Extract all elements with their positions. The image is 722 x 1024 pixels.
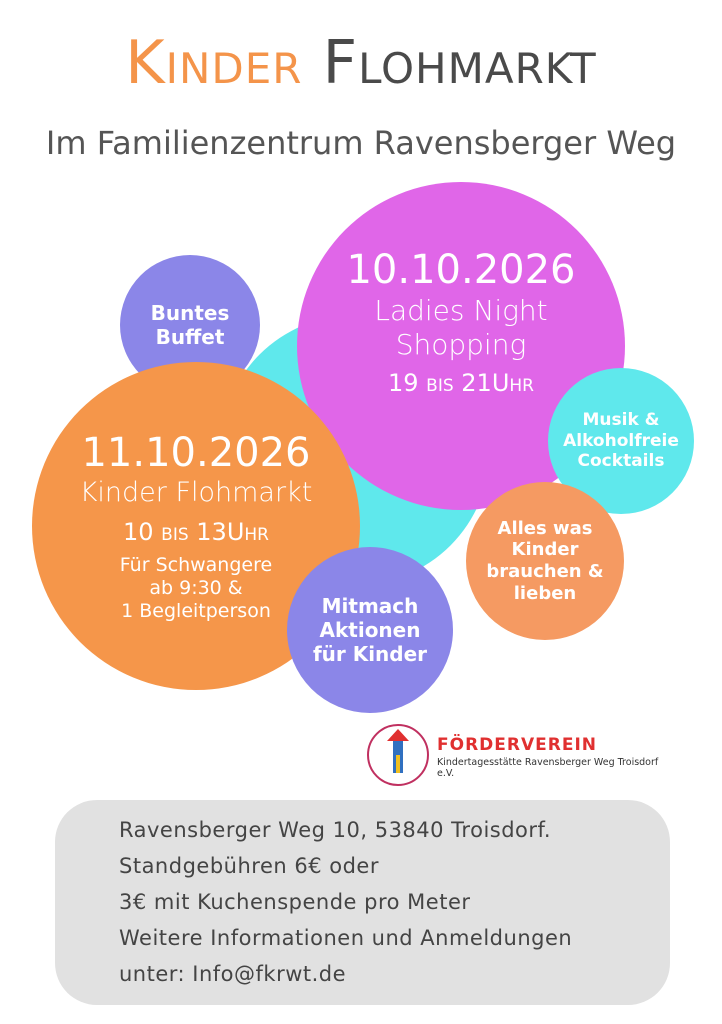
text: brauchen & [486,561,604,582]
time: 10 bis 13Uhr [123,517,269,546]
date: 10.10.2026 [346,247,576,293]
text: Buffet [155,325,225,349]
text: Alkoholfreie [563,430,679,451]
text: ab 9:30 & [149,577,243,600]
text: Aktionen [319,618,421,642]
kinder-bubble: Alles was Kinder brauchen & lieben [466,482,624,640]
text: Cocktails [577,451,665,472]
mitmach-bubble: Mitmach Aktionen für Kinder [287,547,453,713]
date: 11.10.2026 [81,430,311,477]
cocktail-bubble: Musik & Alkoholfreie Cocktails [548,368,694,514]
info-line: 3€ mit Kuchenspende pro Meter [119,890,471,914]
time: 19 bis 21Uhr [388,369,534,398]
info-line: unter: Info@fkrwt.de [119,962,347,986]
info-line: Weitere Informationen und Anmeldungen [119,926,573,950]
info-box: Ravensberger Weg 10, 53840 Troisdorf. St… [55,800,670,1005]
logo-subtitle: Kindertagesstätte Ravensberger Weg Trois… [437,757,659,779]
title: Kinder Flohmarkt [0,28,722,98]
title-second: Flohmarkt [322,28,597,98]
subtitle: Im Familienzentrum Ravensberger Weg [45,124,677,162]
text: Mitmach [321,594,419,618]
text: Ladies Night [374,294,548,327]
text: Buntes [150,301,230,325]
text: 1 Begleitperson [121,599,271,622]
text: lieben [513,582,577,604]
text: Musik & [582,410,660,431]
title-first: Kinder [125,28,303,98]
logo-name: FÖRDERVEREIN [437,735,597,755]
logo: FÖRDERVEREIN Kindertagesstätte Ravensber… [365,715,675,795]
info-line: Ravensberger Weg 10, 53840 Troisdorf. [119,818,552,842]
text: für Kinder [312,642,428,666]
text: Shopping [395,327,527,361]
text: Für Schwangere [119,554,273,577]
info-line: Standgebühren 6€ oder [119,854,379,878]
logo-emblem [367,724,429,786]
text: Kinder [511,539,579,561]
text: Kinder Flohmarkt [79,477,313,509]
text: Alles was [497,517,593,539]
